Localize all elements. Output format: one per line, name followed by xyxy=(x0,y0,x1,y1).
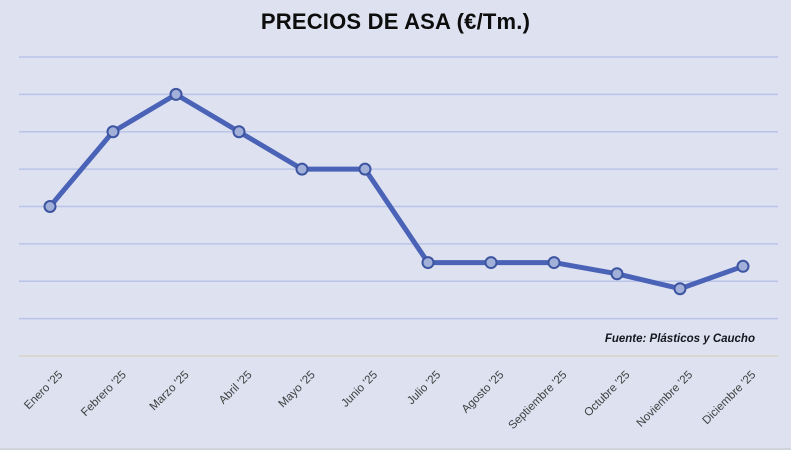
bottom-edge-divider xyxy=(0,448,791,450)
source-note: Fuente: Plásticos y Caucho xyxy=(604,333,755,345)
data-point-marker-7 xyxy=(484,256,498,270)
data-point-marker-3 xyxy=(232,125,246,139)
data-point-marker-2 xyxy=(169,87,183,101)
data-point-marker-6 xyxy=(421,256,435,270)
data-point-marker-1 xyxy=(106,125,120,139)
data-point-marker-5 xyxy=(358,162,372,176)
series-line xyxy=(47,91,746,292)
data-point-marker-10 xyxy=(673,282,687,296)
chart-title: PRECIOS DE ASA (€/Tm.) xyxy=(260,9,531,34)
data-point-marker-8 xyxy=(547,256,561,270)
data-point-marker-0 xyxy=(43,200,57,213)
data-point-marker-11 xyxy=(736,259,750,273)
data-point-marker-4 xyxy=(295,162,309,176)
data-point-marker-9 xyxy=(610,267,624,281)
